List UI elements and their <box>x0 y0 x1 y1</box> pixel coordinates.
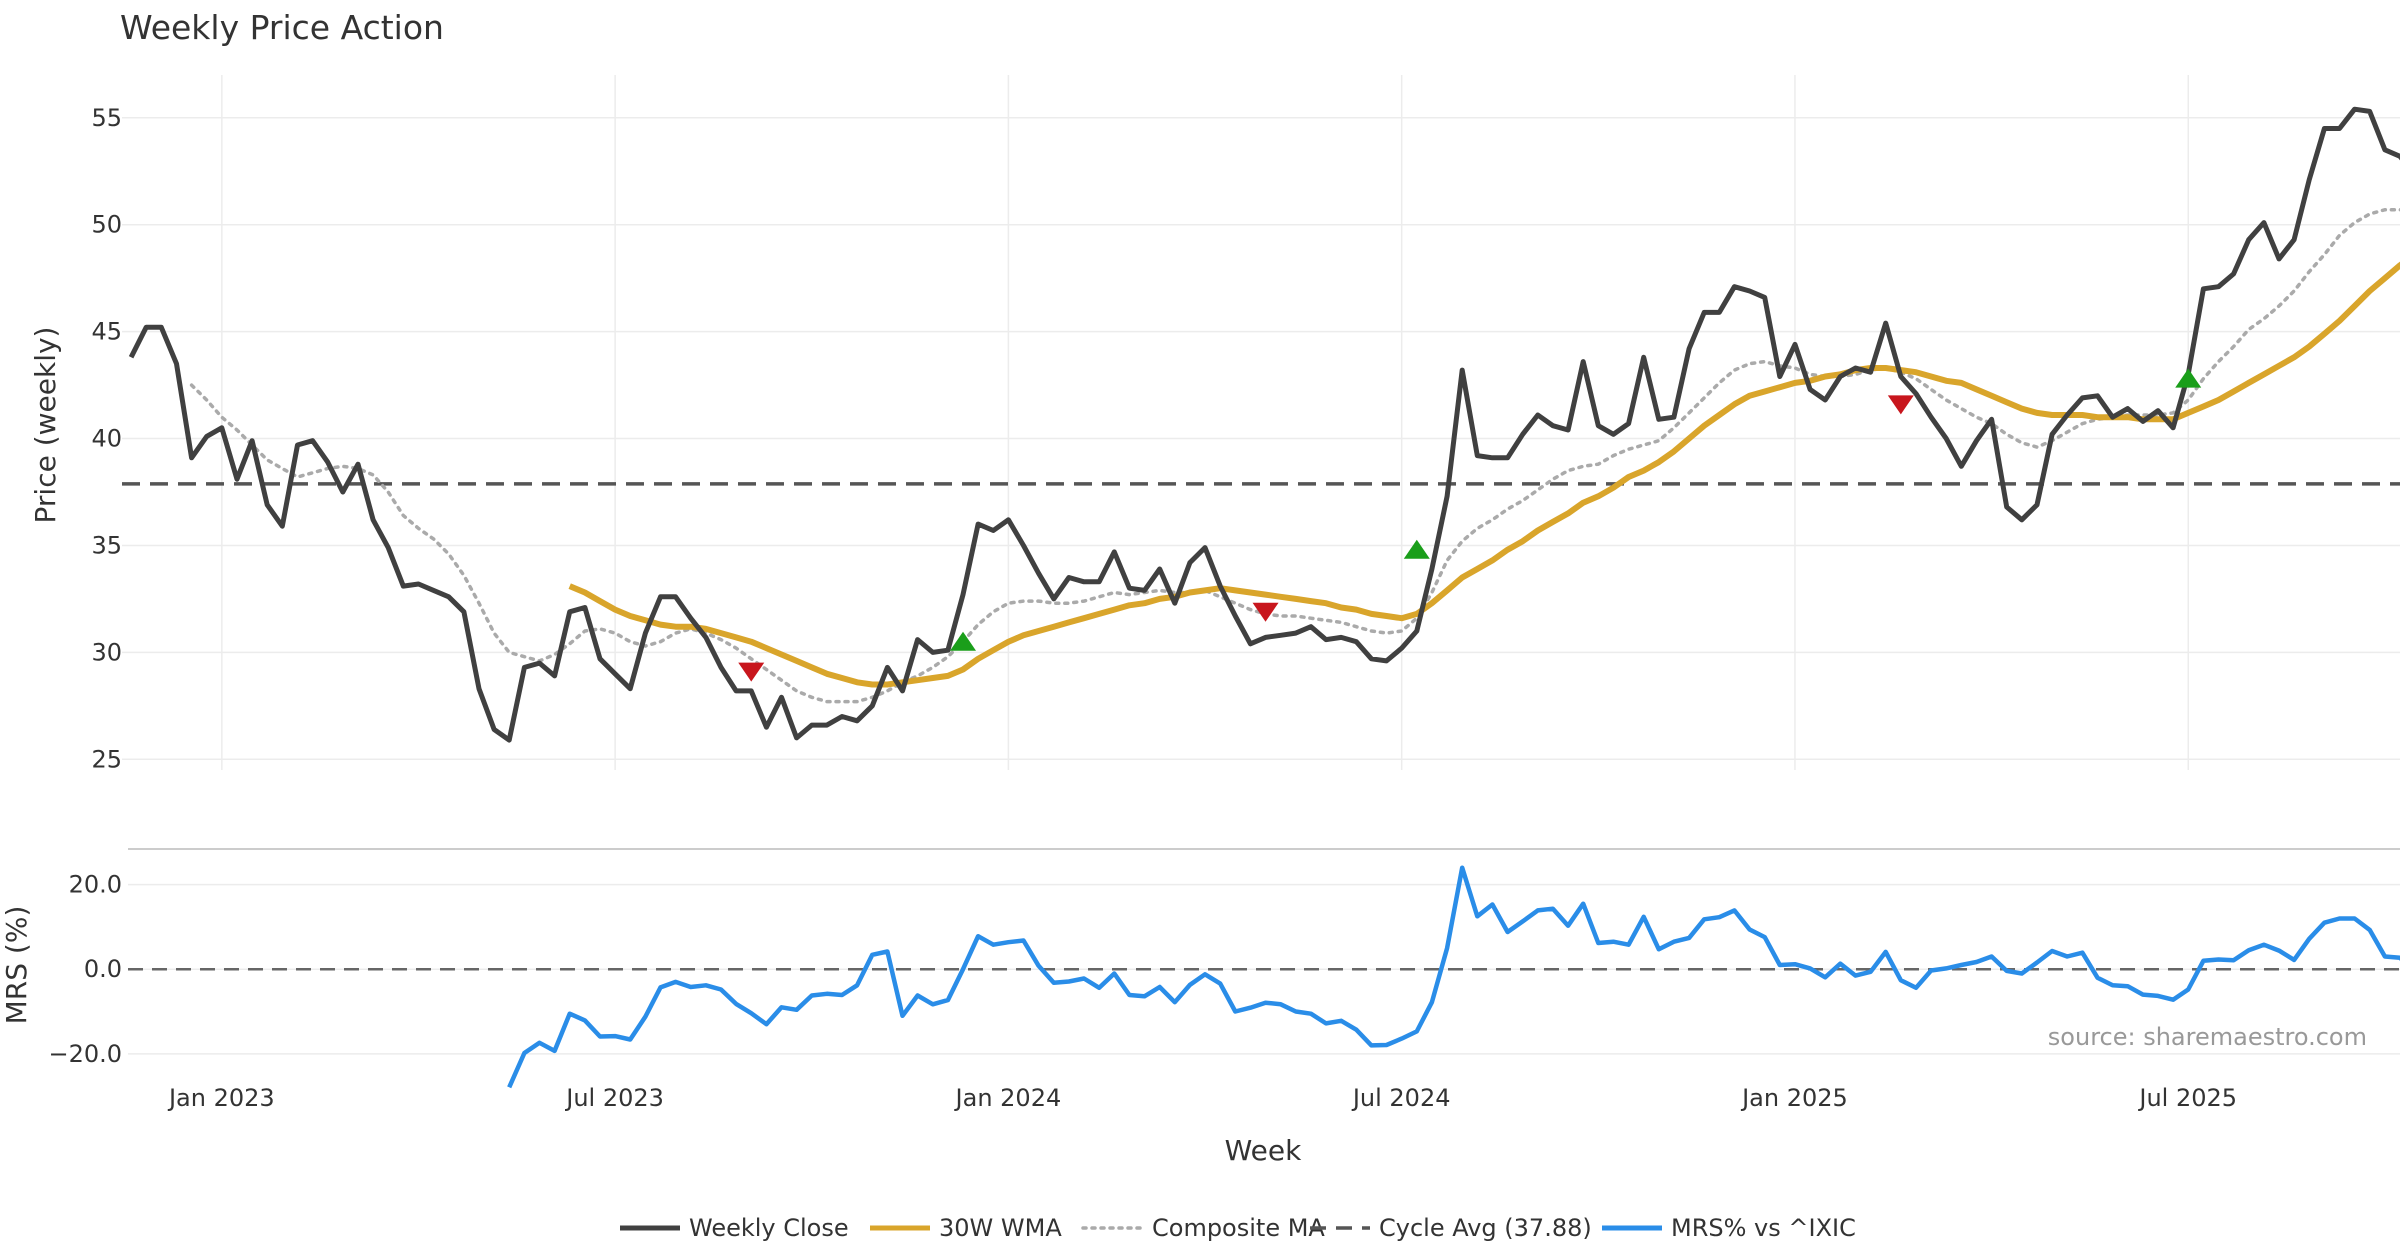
legend-label: 30W WMA <box>939 1214 1062 1242</box>
source-note: source: sharemaestro.com <box>2048 1023 2367 1051</box>
signal-markers <box>738 368 2202 682</box>
price-y-tick: 55 <box>91 104 122 132</box>
legend-label: Cycle Avg (37.88) <box>1379 1214 1592 1242</box>
sell-signal-marker <box>1252 602 1279 622</box>
legend-label: Composite MA <box>1152 1214 1325 1242</box>
price-y-tick: 30 <box>91 638 122 666</box>
price-y-axis: 25 30 35 40 45 50 55 <box>91 104 122 774</box>
x-tick-label: Jan 2024 <box>954 1084 1062 1112</box>
x-tick-label: Jul 2023 <box>564 1084 664 1112</box>
x-axis-label: Week <box>1225 1134 1302 1167</box>
mrs-y-tick: 20.0 <box>69 871 122 899</box>
x-tick-label: Jul 2025 <box>2137 1084 2237 1112</box>
price-grid <box>122 75 2400 770</box>
legend-label: Weekly Close <box>689 1214 849 1242</box>
price-y-tick: 50 <box>91 211 122 239</box>
buy-signal-marker <box>950 631 977 651</box>
mrs-line <box>507 865 2400 1089</box>
mrs-y-axis: 20.0 0.0 −20.0 <box>48 871 122 1068</box>
x-tick-label: Jul 2024 <box>1351 1084 1451 1112</box>
price-y-tick: 40 <box>91 425 122 453</box>
composite-ma-line <box>189 207 2400 704</box>
mrs-y-axis-label: MRS (%) <box>0 906 33 1025</box>
chart-title: Weekly Price Action <box>120 8 444 47</box>
buy-signal-marker <box>1403 539 1430 559</box>
legend-label: MRS% vs ^IXIC <box>1671 1214 1856 1242</box>
weekly-close-line <box>128 106 2400 743</box>
price-y-axis-label: Price (weekly) <box>29 327 62 524</box>
x-axis: Jan 2023 Jul 2023 Jan 2024 Jul 2024 Jan 2025… <box>167 1084 2237 1112</box>
price-y-tick: 45 <box>91 318 122 346</box>
wma-30w-line <box>568 261 2400 688</box>
price-y-tick: 35 <box>91 531 122 559</box>
sell-signal-marker <box>1887 395 1914 415</box>
buy-signal-marker <box>2175 368 2202 388</box>
legend: Weekly Close 30W WMA Composite MA Cycle Avg… <box>620 1214 1856 1242</box>
mrs-y-tick: 0.0 <box>84 955 122 983</box>
sell-signal-marker <box>738 662 765 682</box>
x-tick-label: Jan 2025 <box>1740 1084 1848 1112</box>
x-tick-label: Jan 2023 <box>167 1084 275 1112</box>
price-y-tick: 25 <box>91 745 122 773</box>
mrs-y-tick: −20.0 <box>48 1040 122 1068</box>
